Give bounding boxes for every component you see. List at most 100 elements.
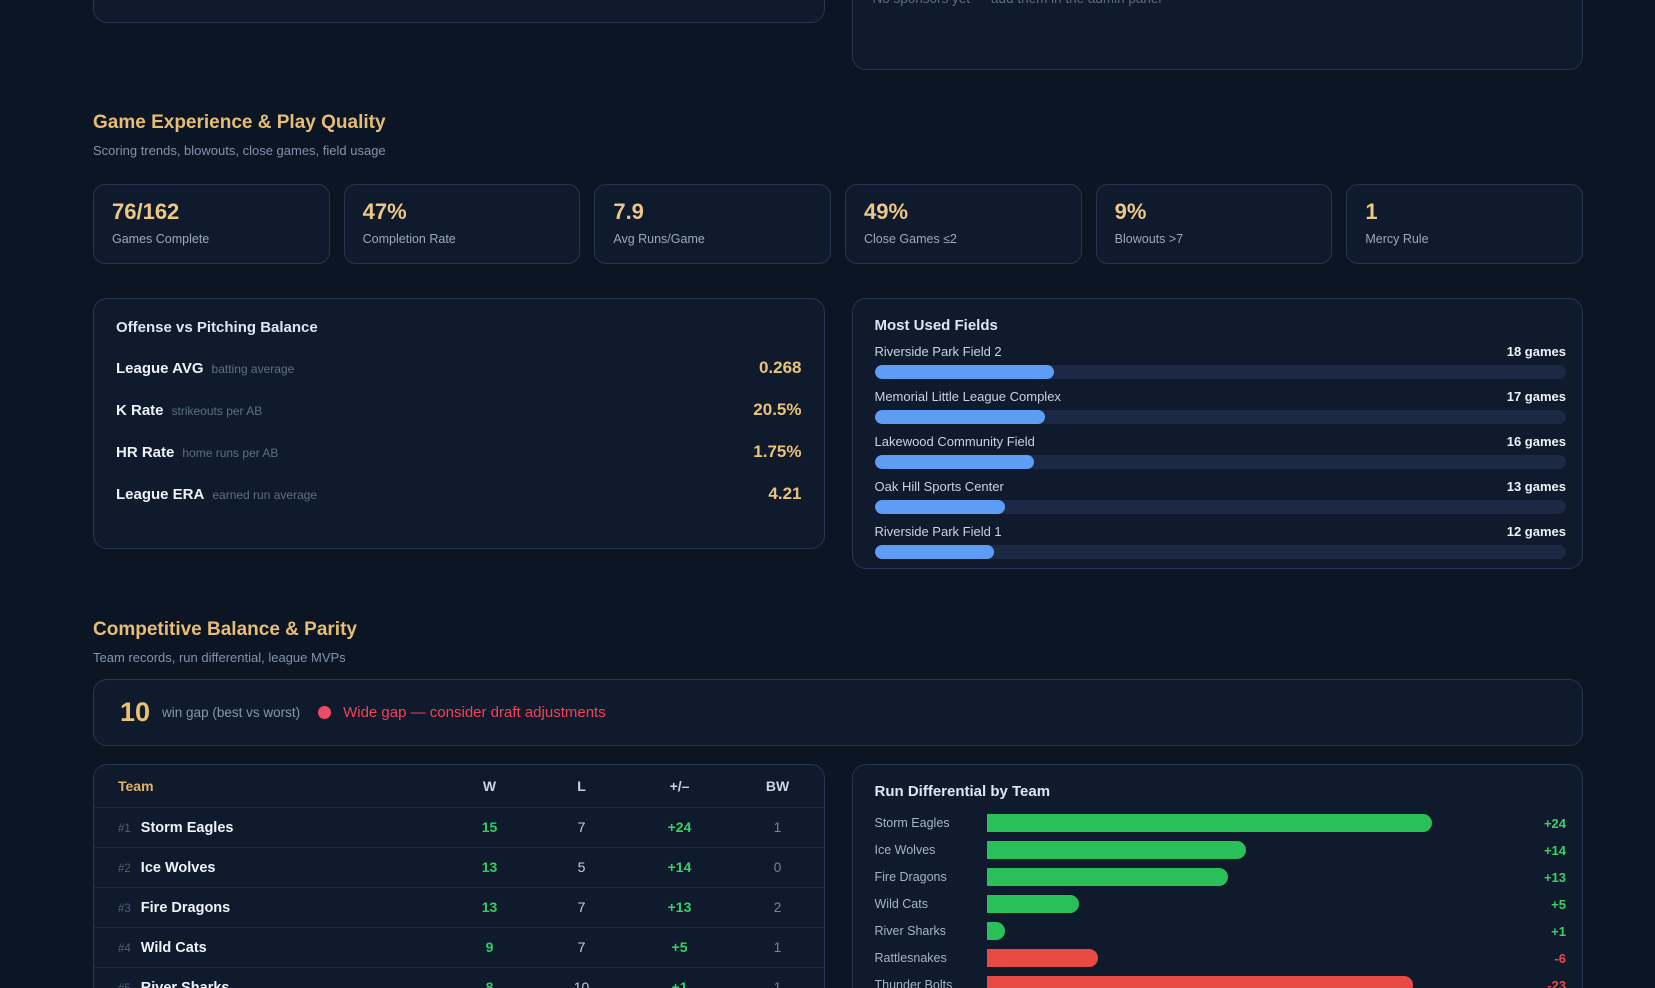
field-games-count: 13 games [1506,479,1566,494]
metric-value: 20.5% [753,400,802,419]
chart-row: Storm Eagles +24 [874,814,1566,832]
field-usage-bar [874,410,1045,424]
run-diff-value: +14 [1543,842,1566,858]
run-differential-chart: Storm Eagles +24 Ice Wolves +14 Fire Dra… [874,814,1566,988]
stat-card-mercy-rule: 1 Mercy Rule [1346,184,1583,264]
column-header-losses: L [577,777,586,794]
team-wins: 15 [481,819,498,835]
metric-desc: home runs per AB [182,446,279,460]
stat-label: Blowouts >7 [1114,232,1184,246]
run-diff-value: +5 [1551,896,1566,912]
warning-dot-icon [318,706,332,719]
table-row: #5 River Sharks 8 10 +1 1 [94,967,824,988]
stat-value: 76/162 [112,199,180,224]
field-name: Lakewood Community Field [874,434,1035,449]
balance-row: League AVG batting average 0.268 [116,358,802,378]
team-rank: #3 [118,902,131,915]
win-gap-label: win gap (best vs worst) [162,705,301,720]
metric-value: 1.75% [753,442,802,461]
team-rank: #5 [118,983,131,988]
column-header-wins: W [482,777,497,794]
top-left-partial-card [93,0,825,23]
team-name: Fire Dragons [140,899,231,916]
run-diff-bar [986,895,1080,913]
run-diff-bar [986,841,1247,859]
win-gap-warning: Wide gap — consider draft adjustments [343,704,606,721]
team-losses: 10 [573,979,590,988]
team-losses: 7 [577,899,586,915]
field-usage-track [874,410,1566,424]
field-name: Oak Hill Sports Center [874,479,1004,494]
run-diff-bar [986,976,1413,988]
team-diff: +1 [671,979,688,988]
team-name: Storm Eagles [140,819,234,836]
section-title-game-experience: Game Experience & Play Quality [93,112,386,133]
team-name: River Sharks [140,979,230,988]
run-diff-bar [986,814,1432,832]
team-wins: 13 [481,859,498,875]
field-usage-bar [874,455,1035,469]
field-item: Riverside Park Field 2 18 games [875,344,1567,359]
stat-value: 1 [1365,199,1378,224]
metric-value: 0.268 [758,358,802,377]
sponsors-empty-note: No sponsors yet — add them in the admin … [873,0,1563,6]
section-title-competitive-balance: Competitive Balance & Parity [93,619,357,640]
team-bw: 1 [773,939,782,955]
team-name: Ice Wolves [140,859,216,876]
chart-team-label: Rattlesnakes [874,951,947,965]
field-games-count: 18 games [1506,344,1566,359]
metric-desc: earned run average [212,488,318,502]
team-rank: #1 [118,822,131,835]
stat-card-close-games: 49% Close Games ≤2 [845,184,1082,264]
field-usage-track [874,455,1566,469]
section-subtitle-competitive-balance: Team records, run differential, league M… [93,650,346,665]
team-rank: #4 [118,942,131,955]
field-games-count: 17 games [1506,389,1566,404]
field-usage-bar [874,545,995,559]
field-usage-track [874,365,1566,379]
metric-label: League AVG [116,360,204,377]
stat-label: Avg Runs/Game [613,232,705,246]
team-losses: 5 [577,859,586,875]
stat-card-completion-rate: 47% Completion Rate [343,184,581,264]
win-gap-banner: 10 win gap (best vs worst) Wide gap — co… [93,679,1583,746]
stat-card-avg-runs: 7.9 Avg Runs/Game [594,184,831,264]
stat-label: Games Complete [112,232,210,246]
field-games-count: 16 games [1506,434,1566,449]
chart-team-label: Storm Eagles [874,816,950,830]
column-header-run-diff: +/– [669,777,690,794]
run-diff-bar [986,949,1098,967]
field-item: Oak Hill Sports Center 13 games [875,479,1567,494]
run-diff-value: -6 [1554,950,1566,966]
offense-pitching-panel: Offense vs Pitching Balance League AVG ba… [93,298,825,549]
balance-row: League ERA earned run average 4.21 [116,484,802,504]
panel-title: Offense vs Pitching Balance [116,319,318,336]
field-item: Riverside Park Field 1 12 games [875,524,1567,539]
field-name: Riverside Park Field 2 [874,344,1002,359]
team-wins: 8 [485,979,494,988]
top-partial-row: No sponsors yet — add them in the admin … [93,0,1583,70]
field-item: Memorial Little League Complex 17 games [875,389,1567,404]
team-name: Wild Cats [140,939,207,956]
standings-table-card: Team W L +/– BW #1 Storm Eagles 15 7 +24 [93,764,825,988]
team-diff: +24 [667,819,692,835]
table-row: #3 Fire Dragons 13 7 +13 2 [94,887,824,927]
run-differential-chart-card: Run Differential by Team Storm Eagles +2… [851,764,1583,988]
team-diff: +14 [667,859,692,875]
field-name: Riverside Park Field 1 [874,524,1002,539]
field-usage-track [874,545,1566,559]
metric-desc: strikeouts per AB [171,404,263,418]
chart-team-label: Fire Dragons [874,870,947,884]
stat-card-blowouts: 9% Blowouts >7 [1095,184,1333,264]
stat-label: Mercy Rule [1365,232,1429,246]
run-diff-value: +13 [1543,869,1566,885]
metric-label: League ERA [116,486,205,503]
team-wins: 9 [485,939,494,955]
field-games-count: 12 games [1506,524,1566,539]
stat-value: 7.9 [613,199,644,224]
chart-row: River Sharks +1 [875,922,1566,940]
team-rank: #2 [118,862,131,875]
run-diff-bar [986,922,1006,940]
win-gap-value: 10 [120,697,151,727]
metric-label: K Rate [116,402,164,419]
